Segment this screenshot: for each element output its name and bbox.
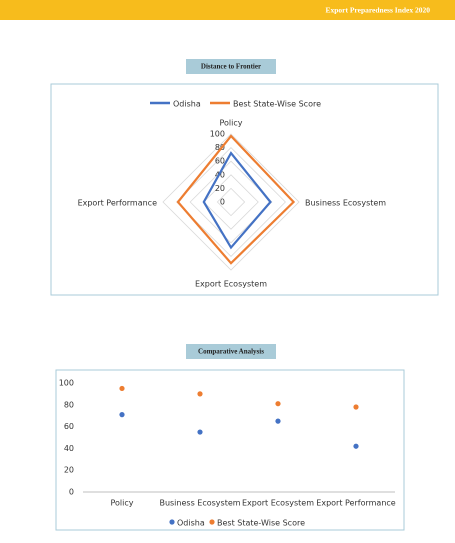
r-tick-label: 20 <box>215 184 225 193</box>
chart-title: Comparative Analysis <box>198 348 264 356</box>
point <box>275 418 281 424</box>
radar-line <box>176 134 296 265</box>
title-box <box>186 344 276 359</box>
title-box <box>186 59 276 74</box>
legend-label: Best State-Wise Score <box>217 519 305 528</box>
y-tick-label: 60 <box>64 422 74 431</box>
y-tick-label: 40 <box>64 444 74 453</box>
axis-label: Export Performance <box>78 199 158 208</box>
chart-frame <box>50 83 439 296</box>
x-tick-label: Export Performance <box>316 499 396 508</box>
y-tick-label: 100 <box>59 379 74 388</box>
chart-title: Distance to Frontier <box>201 63 261 71</box>
r-tick-label: 100 <box>210 130 225 139</box>
y-tick-label: 20 <box>64 466 74 475</box>
point <box>353 404 359 410</box>
point <box>197 391 203 397</box>
x-tick-label: Policy <box>110 499 133 508</box>
axis-label: Export Ecosystem <box>195 280 267 289</box>
grid-ring <box>176 147 286 257</box>
chart-frame <box>55 369 405 531</box>
point <box>275 401 281 407</box>
point <box>119 412 125 418</box>
radar-line <box>202 151 272 250</box>
header-bar <box>0 0 455 20</box>
axis-label: Policy <box>219 119 242 128</box>
grid-ring <box>203 174 259 230</box>
x-tick-label: Business Ecosystem <box>159 499 240 508</box>
legend-label: Best State-Wise Score <box>233 100 321 109</box>
axis-label: Business Ecosystem <box>305 199 386 208</box>
r-tick-label: 80 <box>215 143 225 152</box>
r-tick-label: 0 <box>220 198 225 207</box>
point <box>119 385 125 392</box>
legend-swatch <box>209 519 215 525</box>
r-tick-label: 60 <box>215 157 225 166</box>
grid-ring <box>216 187 246 217</box>
y-tick-label: 80 <box>64 400 74 409</box>
legend-swatch <box>169 519 175 525</box>
y-tick-label: 0 <box>69 488 74 497</box>
point <box>353 443 359 449</box>
header-title: Export Preparedness Index 2020 <box>325 6 430 15</box>
legend-label: Odisha <box>177 519 205 528</box>
point <box>197 429 203 435</box>
x-tick-label: Export Ecosystem <box>242 499 314 508</box>
legend-label: Odisha <box>173 100 201 109</box>
grid-ring <box>162 133 300 271</box>
